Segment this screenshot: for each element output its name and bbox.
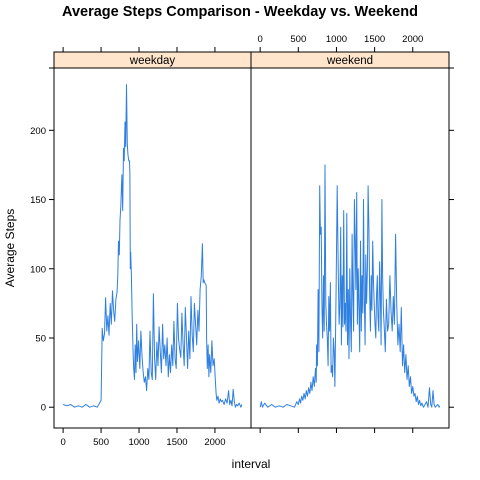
x-tick-label: 500	[290, 34, 306, 45]
y-tick-label: 150	[30, 195, 46, 206]
x-tick-label: 1500	[166, 437, 187, 448]
x-tick-label: 1000	[326, 34, 347, 45]
y-tick-label: 100	[30, 264, 46, 275]
y-axis-label: Average Steps	[3, 209, 17, 288]
x-tick-label: 1500	[364, 34, 385, 45]
x-tick-label: 2000	[402, 34, 423, 45]
x-tick-label: 1000	[128, 437, 149, 448]
y-tick-label: 200	[30, 126, 46, 137]
panel-weekday: weekday 0 500 1000 1500 2000	[53, 47, 252, 448]
series-line-weekend	[259, 164, 441, 408]
x-axis-label: interval	[232, 457, 271, 471]
strip-label-weekday: weekday	[129, 55, 176, 67]
strip-label-weekend: weekend	[326, 55, 373, 67]
y-tick-label: 0	[41, 403, 46, 414]
chart-title: Average Steps Comparison - Weekday vs. W…	[62, 4, 418, 20]
x-tick-label: 2000	[204, 437, 225, 448]
x-tick-label: 0	[60, 437, 65, 448]
series-line-weekday	[62, 84, 243, 408]
y-axis: 0 50 100 150 200	[30, 67, 454, 414]
x-tick-label: 0	[258, 34, 263, 45]
x-tick-label: 500	[93, 437, 109, 448]
y-tick-label: 50	[35, 334, 46, 345]
panel-weekend: weekend 0 500 1000 1500 2000	[250, 34, 450, 433]
panel-frame-weekend	[250, 51, 450, 429]
